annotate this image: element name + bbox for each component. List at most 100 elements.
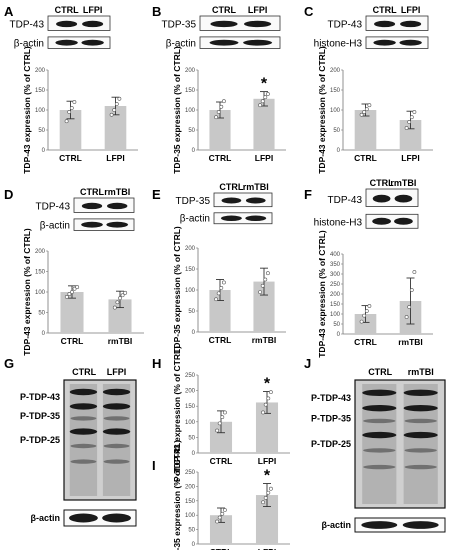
blot-band <box>361 521 398 529</box>
data-point <box>72 100 77 104</box>
y-tick-label: 0 <box>192 542 196 548</box>
blot-band <box>243 39 272 46</box>
data-point <box>221 99 226 104</box>
panel-label-b: B <box>152 4 161 19</box>
blot-target-label: TDP-43 <box>328 20 363 31</box>
data-point <box>412 270 417 274</box>
blot-band <box>403 389 438 396</box>
blot-target-label: TDP-35 <box>162 20 197 31</box>
blot-band <box>394 217 413 225</box>
y-tick-label: 100 <box>185 420 196 426</box>
data-point <box>265 92 270 96</box>
y-tick-label: 50 <box>38 311 45 317</box>
y-tick-label: 100 <box>185 288 196 294</box>
blot-band <box>81 221 103 228</box>
bar-lfpi <box>255 495 279 544</box>
data-point <box>215 519 220 524</box>
blot-lane-smear <box>403 384 438 504</box>
blot-col-label-ctrl: CTRL <box>212 5 236 15</box>
blot-target-label: TDP-43 <box>36 202 71 213</box>
data-point <box>123 290 128 295</box>
blot-loading-label: histone-H3 <box>314 38 363 49</box>
blot-col-label-treat: LFPI <box>107 367 127 377</box>
data-point <box>222 508 227 512</box>
panel-label-e: E <box>152 187 161 202</box>
blot-band <box>372 194 391 203</box>
bar-ctrl <box>59 110 82 150</box>
data-point <box>114 102 119 106</box>
y-tick-label: 50 <box>188 435 195 441</box>
bar-rmtbi <box>253 281 275 332</box>
blot-band <box>69 428 98 435</box>
y-tick-label: 200 <box>185 484 196 490</box>
blot-band <box>102 388 131 396</box>
x-category-label: CTRL <box>210 456 233 466</box>
y-tick-label: 250 <box>185 470 196 476</box>
panel-label-i: I <box>152 458 156 473</box>
blot-col-label-treat: rmTBI <box>408 367 434 377</box>
blot-band <box>362 404 397 412</box>
data-point <box>64 119 69 124</box>
blot-band <box>372 217 391 225</box>
data-point <box>220 415 225 420</box>
data-point <box>265 271 270 276</box>
y-axis-label: TDP-35 expression (% of CTRL) <box>172 226 182 354</box>
y-tick-label: 0 <box>192 451 196 457</box>
data-point <box>404 126 409 130</box>
blot-band <box>56 20 78 28</box>
data-point <box>263 496 268 500</box>
data-point <box>258 290 263 295</box>
data-point <box>263 277 268 282</box>
blot-loading-label: β-actin <box>40 220 70 231</box>
blot-band <box>402 521 439 529</box>
x-category-label: rmTBI <box>252 335 277 345</box>
y-tick-label: 200 <box>35 68 46 74</box>
data-point <box>367 304 372 308</box>
significance-marker: * <box>264 468 271 485</box>
y-tick-label: 100 <box>330 108 341 114</box>
blot-col-label-ctrl: CTRL <box>373 5 397 15</box>
bar-ctrl <box>60 292 84 333</box>
y-tick-label: 0 <box>337 148 341 154</box>
data-point <box>112 108 117 112</box>
data-point <box>117 96 122 101</box>
y-tick-label: 150 <box>185 267 196 273</box>
x-category-label: CTRL <box>59 153 82 163</box>
blot-band-faint <box>404 418 437 424</box>
blot-band-faint <box>70 416 97 421</box>
blot-col-label-ctrl: CTRL <box>370 178 394 188</box>
panel-label-h: H <box>152 356 161 371</box>
blot-band-label: P-TDP-25 <box>311 439 351 449</box>
blot-band <box>102 403 131 410</box>
y-tick-label: 0 <box>337 332 341 338</box>
blot-band-faint <box>404 448 437 453</box>
y-tick-label: 100 <box>35 108 46 114</box>
data-point <box>260 283 265 288</box>
blot-band-faint <box>363 448 396 453</box>
blot-band-faint <box>103 416 130 421</box>
blot-band-label: P-TDP-25 <box>20 435 60 445</box>
bar-lfpi <box>104 106 127 150</box>
x-category-label: CTRL <box>61 336 84 346</box>
data-point <box>367 103 372 108</box>
blot-band-faint <box>70 459 97 464</box>
blot-band-label: P-TDP-43 <box>20 392 60 402</box>
blot-col-label-treat: LFPI <box>83 5 103 15</box>
x-category-label: LFPI <box>255 153 273 163</box>
blot-band <box>107 202 128 210</box>
data-point <box>115 300 120 305</box>
x-category-label: rmTBI <box>108 336 133 346</box>
y-axis-label: TDP-43 expression (% of CTRL) <box>317 230 327 358</box>
data-point <box>266 490 271 495</box>
y-tick-label: 100 <box>185 108 196 114</box>
y-tick-label: 100 <box>330 312 341 318</box>
y-tick-label: 200 <box>185 389 196 395</box>
blot-band <box>374 20 396 28</box>
data-point <box>219 285 224 290</box>
